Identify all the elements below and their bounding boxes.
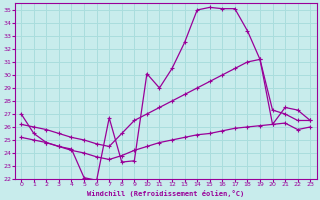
X-axis label: Windchill (Refroidissement éolien,°C): Windchill (Refroidissement éolien,°C) xyxy=(87,190,244,197)
